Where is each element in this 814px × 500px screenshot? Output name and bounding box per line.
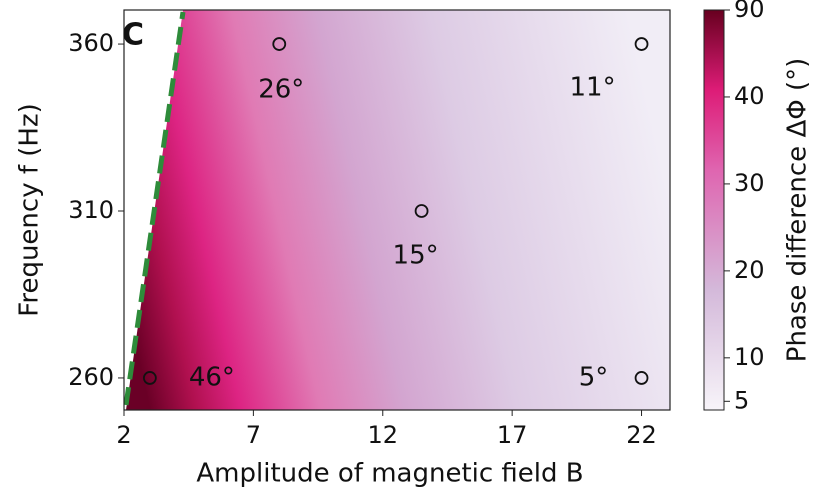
colorbar-tick-label: 40 bbox=[734, 82, 765, 110]
value-label: 11° bbox=[569, 73, 615, 103]
colorbar-tick-label: 30 bbox=[734, 169, 765, 197]
plot-frame bbox=[123, 9, 671, 411]
colorbar bbox=[703, 9, 725, 411]
y-tick-label: 310 bbox=[68, 196, 114, 224]
data-point bbox=[414, 204, 429, 218]
data-point bbox=[142, 371, 157, 385]
value-label: 5° bbox=[579, 362, 609, 392]
value-label: 46° bbox=[189, 362, 235, 392]
x-axis-label: Amplitude of magnetic field B bbox=[196, 459, 583, 489]
x-tick-label: 12 bbox=[367, 421, 398, 449]
colorbar-tick-label: 90 bbox=[734, 0, 765, 23]
heatmap-field bbox=[124, 10, 670, 410]
value-label: 15° bbox=[393, 241, 439, 271]
colorbar-tick-label: 20 bbox=[734, 256, 765, 284]
boundary-line bbox=[123, 11, 186, 406]
x-tick-label: 17 bbox=[497, 421, 528, 449]
panel-label: C bbox=[122, 18, 144, 53]
data-point bbox=[634, 371, 649, 385]
value-label: 26° bbox=[258, 75, 304, 105]
y-tick-label: 360 bbox=[68, 29, 114, 57]
colorbar-label: Phase difference ΔΦ (°) bbox=[783, 58, 813, 362]
x-tick-label: 22 bbox=[626, 421, 657, 449]
colorbar-tick-label: 10 bbox=[734, 343, 765, 371]
data-point bbox=[634, 37, 649, 51]
data-point bbox=[272, 37, 287, 51]
colorbar-tick-label: 5 bbox=[734, 386, 749, 414]
y-tick-label: 260 bbox=[68, 363, 114, 391]
x-tick-label: 2 bbox=[116, 421, 131, 449]
y-axis-label: Frequency f (Hz) bbox=[15, 103, 45, 316]
x-tick-label: 7 bbox=[246, 421, 261, 449]
